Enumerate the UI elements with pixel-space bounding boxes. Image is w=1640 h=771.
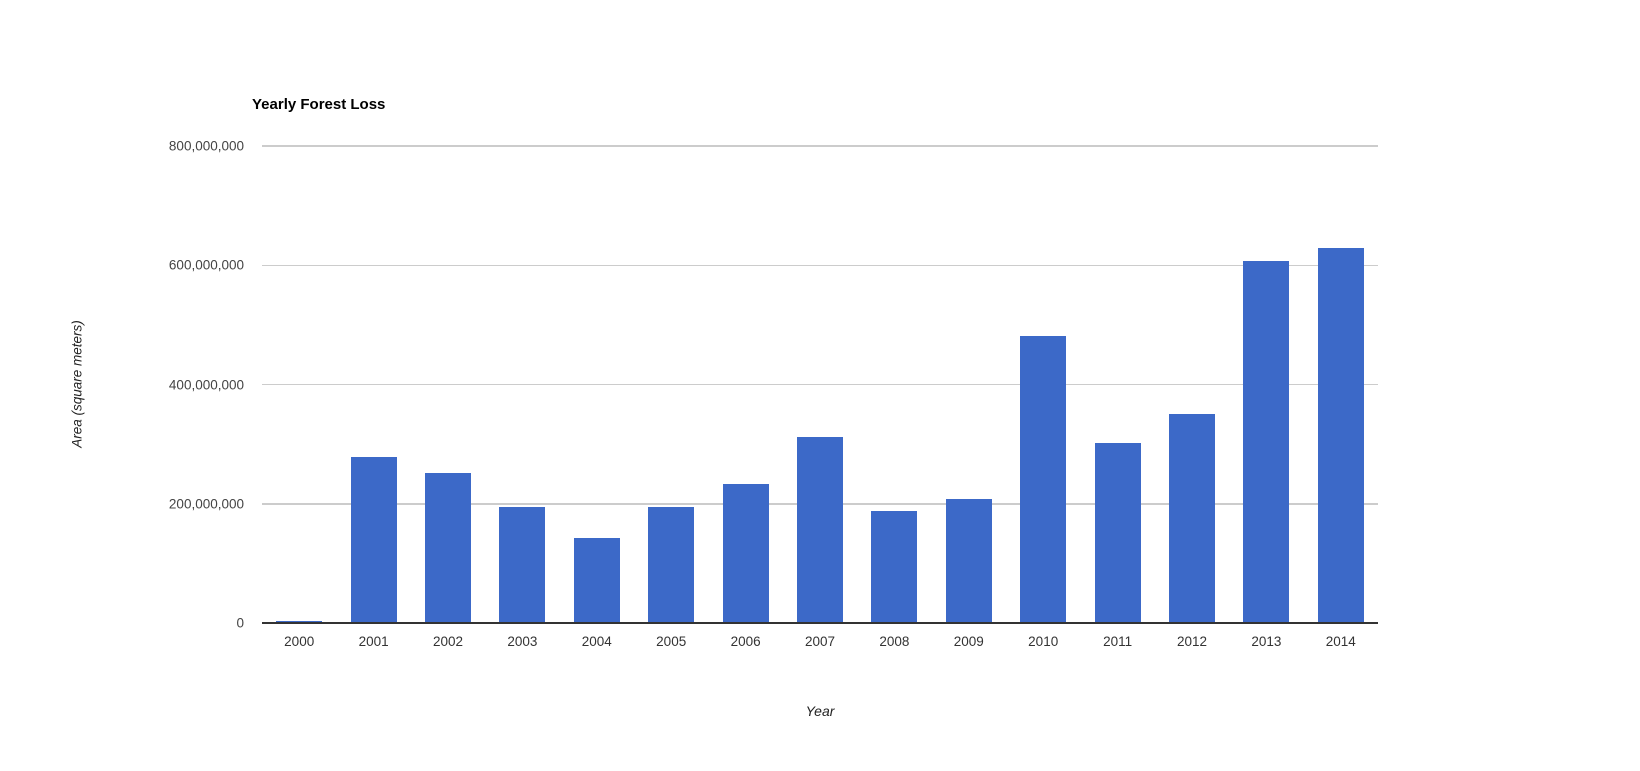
gridline [262, 264, 1378, 266]
bar-2009[interactable] [945, 498, 992, 623]
x-tick-label: 2000 [284, 634, 315, 649]
x-tick-label: 2011 [1103, 634, 1133, 649]
x-tick-label: 2004 [581, 634, 612, 649]
x-axis-baseline [262, 622, 1378, 624]
bar-2005[interactable] [648, 507, 695, 623]
bar-2008[interactable] [871, 510, 918, 623]
gridline [262, 145, 1378, 147]
y-tick-label: 800,000,000 [168, 138, 244, 154]
x-tick-label: 2010 [1028, 634, 1059, 649]
x-tick-label: 2012 [1176, 634, 1208, 649]
x-tick-label: 2008 [879, 634, 910, 649]
bar-2011[interactable] [1094, 442, 1141, 623]
bar-2002[interactable] [425, 473, 471, 623]
x-tick-label: 2014 [1325, 634, 1356, 649]
y-tick-label: 200,000,000 [168, 496, 244, 512]
x-tick-label: 2003 [507, 634, 538, 649]
x-axis-title: Year [805, 703, 835, 719]
x-tick-label: 2005 [656, 634, 687, 649]
bar-2010[interactable] [1020, 335, 1067, 623]
bar-2014[interactable] [1317, 247, 1364, 623]
bar-2003[interactable] [499, 507, 546, 623]
bar-2004[interactable] [573, 538, 620, 623]
gridline [262, 383, 1378, 386]
bar-2012[interactable] [1169, 414, 1215, 623]
bar-2001[interactable] [350, 456, 397, 623]
x-tick-label: 2007 [804, 634, 836, 649]
x-tick-label: 2013 [1251, 634, 1282, 649]
chart-title: Yearly Forest Loss [252, 96, 386, 113]
x-tick-label: 2002 [432, 634, 464, 649]
x-tick-label: 2009 [953, 634, 984, 649]
x-tick-label: 2006 [730, 634, 761, 649]
y-tick-label: 0 [236, 615, 244, 631]
bar-2013[interactable] [1243, 261, 1290, 623]
x-tick-label: 2001 [358, 634, 389, 649]
bar-2007[interactable] [797, 436, 843, 623]
y-tick-label: 600,000,000 [168, 257, 244, 273]
bar-2006[interactable] [722, 484, 769, 623]
y-tick-label: 400,000,000 [168, 377, 244, 392]
